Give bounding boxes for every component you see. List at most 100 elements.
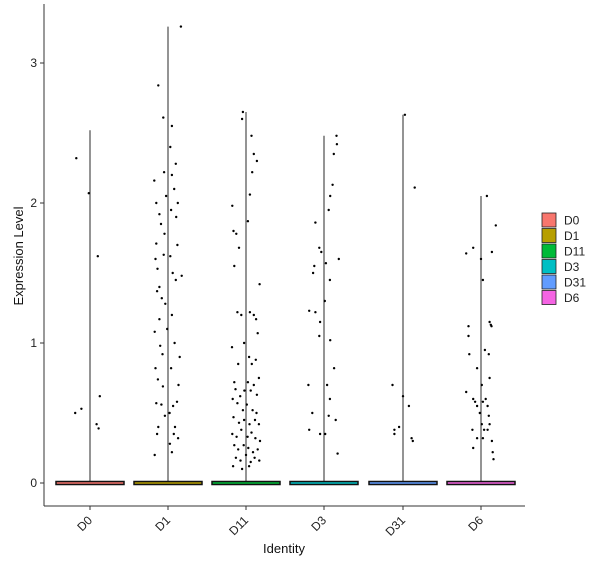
point-d1 bbox=[170, 451, 174, 454]
point-d11 bbox=[240, 117, 244, 121]
point-d11 bbox=[240, 313, 243, 317]
point-d11 bbox=[254, 318, 258, 321]
point-d1 bbox=[171, 271, 174, 275]
point-d3 bbox=[318, 334, 321, 338]
legend-swatch-d31 bbox=[541, 274, 557, 290]
point-d11 bbox=[257, 376, 261, 380]
point-d31 bbox=[413, 186, 416, 189]
point-d6 bbox=[472, 397, 475, 401]
y-axis-title: Expression Level bbox=[11, 206, 26, 305]
point-d11 bbox=[231, 204, 234, 207]
point-d1 bbox=[157, 425, 160, 429]
point-d3 bbox=[318, 432, 322, 436]
point-d11 bbox=[255, 393, 259, 396]
point-d0 bbox=[96, 255, 100, 258]
point-d1 bbox=[156, 378, 160, 381]
point-d1 bbox=[153, 453, 156, 457]
legend-label-d11: D11 bbox=[564, 245, 585, 259]
point-d11 bbox=[258, 459, 261, 462]
point-d6 bbox=[486, 428, 489, 431]
point-d3 bbox=[337, 257, 340, 261]
point-d6 bbox=[491, 451, 494, 454]
point-d3 bbox=[308, 309, 311, 312]
point-d3 bbox=[331, 183, 334, 186]
point-d11 bbox=[257, 423, 261, 426]
point-d11 bbox=[242, 341, 246, 345]
point-d1 bbox=[155, 242, 158, 245]
point-d1 bbox=[156, 267, 159, 270]
legend-label-d31: D31 bbox=[564, 276, 586, 290]
point-d3 bbox=[334, 418, 337, 422]
point-d1 bbox=[158, 213, 161, 216]
point-d3 bbox=[329, 194, 332, 198]
point-d6 bbox=[492, 458, 495, 461]
point-d6 bbox=[487, 353, 490, 356]
point-d3 bbox=[318, 246, 321, 249]
zero-band-d6 bbox=[446, 480, 516, 486]
point-d1 bbox=[171, 404, 175, 408]
point-d6 bbox=[488, 320, 491, 324]
point-d11 bbox=[239, 459, 242, 462]
point-d11 bbox=[252, 152, 255, 156]
point-d3 bbox=[335, 143, 339, 146]
point-d11 bbox=[233, 381, 236, 384]
point-d1 bbox=[159, 344, 162, 347]
point-d11 bbox=[258, 439, 262, 443]
point-d3 bbox=[314, 311, 317, 314]
point-d1 bbox=[172, 432, 175, 436]
point-d11 bbox=[252, 313, 255, 317]
point-d31 bbox=[391, 383, 394, 387]
legend-swatch-d11 bbox=[541, 243, 557, 259]
point-d11 bbox=[251, 451, 255, 454]
point-d1 bbox=[155, 290, 159, 293]
y-tick-label: 3 bbox=[30, 56, 37, 70]
point-d1 bbox=[176, 243, 179, 247]
point-d6 bbox=[488, 423, 491, 426]
point-d6 bbox=[490, 250, 494, 254]
point-d6 bbox=[468, 353, 471, 356]
point-d1 bbox=[157, 84, 160, 87]
point-d3 bbox=[328, 397, 332, 401]
point-d6 bbox=[479, 257, 483, 261]
point-d11 bbox=[249, 389, 252, 392]
point-d1 bbox=[161, 385, 165, 388]
point-d11 bbox=[253, 456, 256, 459]
point-d11 bbox=[241, 409, 245, 412]
point-d0 bbox=[95, 423, 98, 426]
point-d31 bbox=[401, 395, 405, 398]
x-axis-title: Identity bbox=[263, 541, 305, 556]
point-d1 bbox=[160, 297, 163, 300]
point-d1 bbox=[154, 367, 157, 370]
point-d1 bbox=[173, 425, 177, 429]
point-d1 bbox=[153, 330, 156, 333]
point-d3 bbox=[328, 278, 332, 282]
x-tick-label-d6: D6 bbox=[465, 513, 486, 534]
point-d3 bbox=[332, 152, 335, 156]
point-d6 bbox=[483, 348, 487, 352]
legend-label-d6: D6 bbox=[564, 291, 580, 305]
point-d11 bbox=[237, 421, 241, 424]
point-d1 bbox=[168, 411, 171, 415]
point-d3 bbox=[335, 134, 338, 137]
point-d11 bbox=[231, 432, 234, 436]
point-d6 bbox=[467, 334, 470, 338]
point-d6 bbox=[473, 400, 477, 403]
x-tick-label-d1: D1 bbox=[152, 513, 173, 534]
point-d1 bbox=[176, 201, 179, 205]
y-tick-label: 2 bbox=[30, 196, 37, 210]
point-d1 bbox=[162, 253, 165, 256]
point-d11 bbox=[248, 423, 251, 426]
point-d6 bbox=[481, 400, 485, 403]
x-tick-label-d11: D11 bbox=[226, 513, 251, 538]
point-d1 bbox=[154, 257, 157, 261]
point-d3 bbox=[318, 320, 322, 324]
point-d31 bbox=[393, 432, 396, 436]
point-d6 bbox=[494, 224, 497, 227]
point-d11 bbox=[258, 283, 261, 286]
point-d11 bbox=[246, 435, 249, 438]
point-d3 bbox=[320, 250, 323, 254]
point-d3 bbox=[324, 262, 328, 265]
point-d1 bbox=[175, 400, 179, 403]
point-d11 bbox=[236, 311, 239, 314]
